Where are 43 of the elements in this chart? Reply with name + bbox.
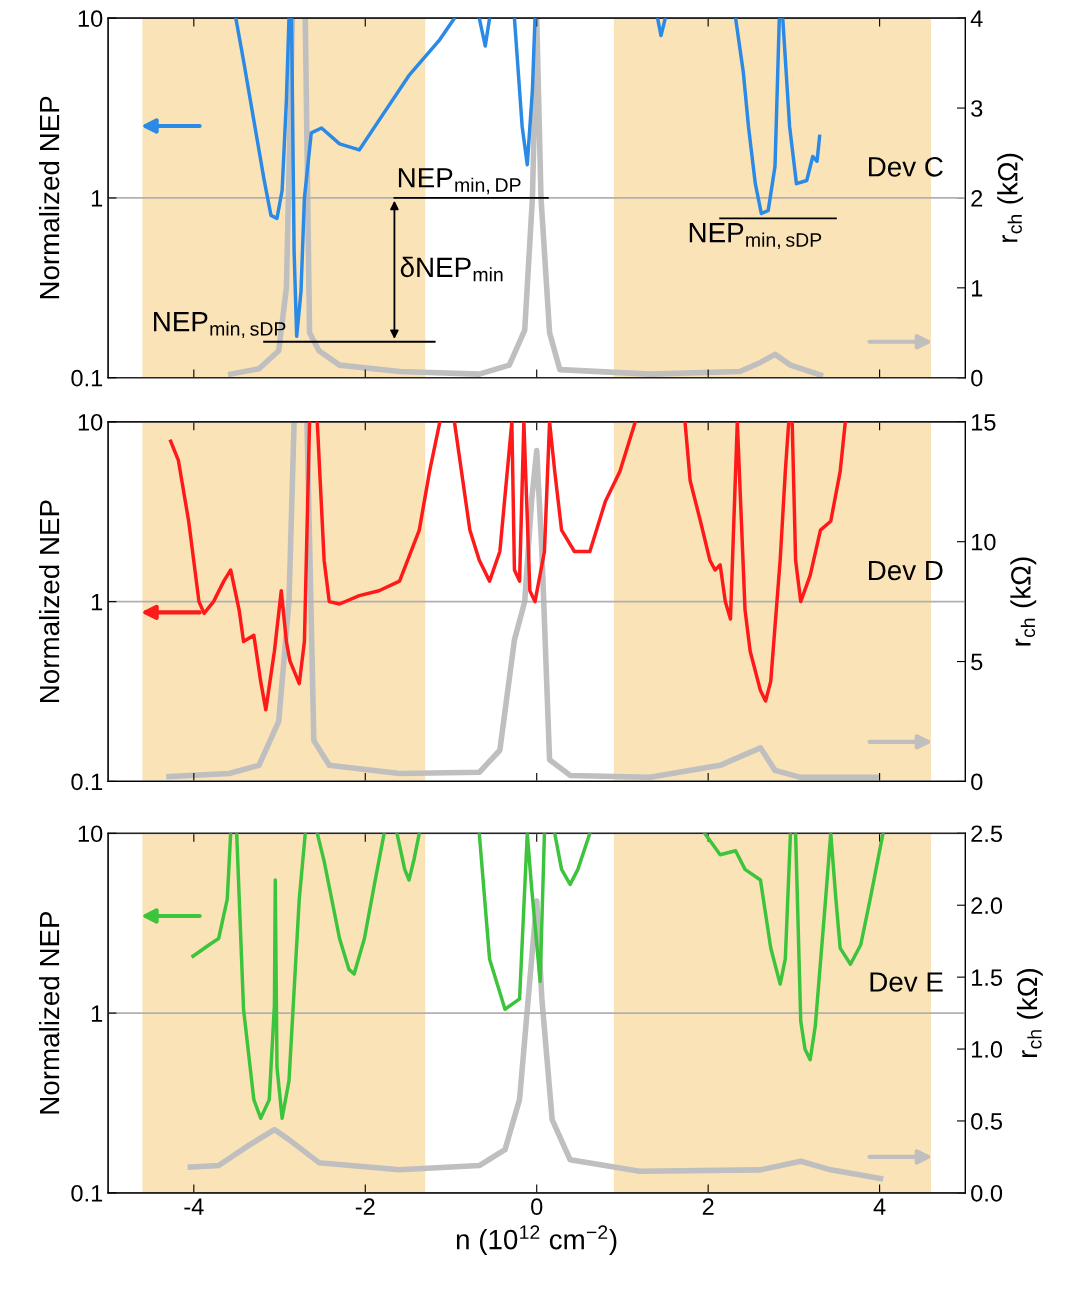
y2-tick-label: 2.0: [971, 897, 1003, 915]
y2-tick-label: 2.5: [971, 825, 1003, 843]
y2-tick-label: 1.0: [971, 1041, 1003, 1058]
x-tick-label: 0: [531, 1198, 543, 1216]
y2-tick-label: 5: [971, 653, 983, 671]
x-axis-title: n (10$^{12}$ cm$^{−2}$): [456, 1225, 617, 1255]
y-tick-label: 1: [91, 190, 103, 207]
y2-tick-label: 10: [971, 533, 996, 551]
x-tick-label: 2: [702, 1198, 714, 1215]
y-tick-label: 10: [78, 10, 103, 27]
y-tick-label: 0.1: [71, 369, 103, 387]
y2-tick-label: 4: [970, 10, 983, 27]
y2-tick-label: 1: [971, 280, 983, 297]
y2-axis-title: r$_{ch}$ (kΩ): [1016, 969, 1043, 1058]
y-tick-label: 0.1: [71, 773, 103, 791]
x-tick-label: -4: [184, 1198, 204, 1215]
y2-tick-label: 2: [971, 190, 983, 207]
annotation: NEP$_{min,DP}$: [398, 168, 521, 195]
y2-axis-title: r$_{ch}$ (kΩ): [997, 153, 1024, 242]
annotation: δNEP$_{min}$: [400, 256, 503, 282]
y2-axis-title: r$_{ch}$ (kΩ): [1010, 557, 1037, 646]
y-axis-title: Normalized NEP: [38, 96, 60, 299]
annotation: Dev C: [869, 156, 943, 177]
y-tick-label: 1: [91, 593, 103, 611]
annotation: NEP$_{min,sDP}$: [154, 312, 286, 339]
y2-tick-label: 15: [971, 414, 996, 431]
y-axis-title: Normalized NEP: [38, 500, 60, 702]
y2-tick-label: 1.5: [971, 969, 1003, 986]
y-tick-label: 10: [78, 413, 103, 431]
y2-tick-label: 0: [971, 773, 983, 791]
y2-tick-label: 3: [971, 100, 983, 117]
x-tick-label: 4: [873, 1198, 886, 1215]
annotation: Dev D: [869, 560, 943, 581]
annotation: Dev E: [870, 972, 943, 992]
y-tick-label: 0.1: [71, 1184, 103, 1202]
y2-tick-label: 0: [971, 369, 983, 387]
annotation: NEP$_{min,sDP}$: [689, 223, 822, 250]
y2-tick-label: 0.5: [971, 1113, 1003, 1130]
x-tick-label: -2: [355, 1198, 375, 1215]
y-axis-title: Normalized NEP: [38, 911, 60, 1114]
y2-tick-label: 0.0: [971, 1184, 1003, 1202]
y-tick-label: 10: [78, 825, 103, 843]
y-tick-label: 1: [91, 1005, 103, 1022]
